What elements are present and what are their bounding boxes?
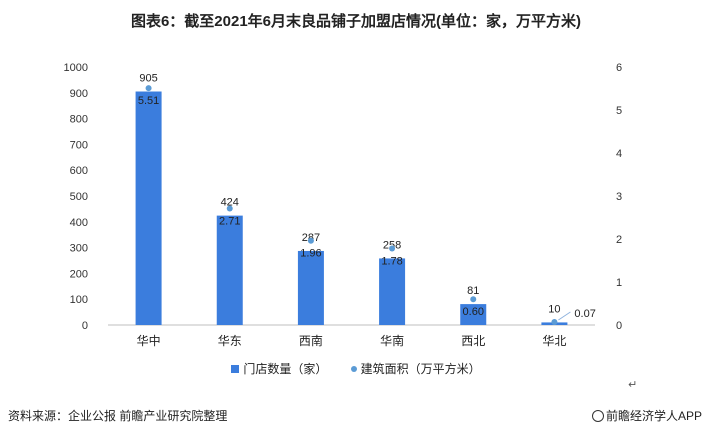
area-point-5	[551, 318, 558, 325]
return-mark: ↵	[628, 379, 638, 391]
bar-value-label: 10	[548, 303, 560, 315]
category-label: 华中	[137, 333, 161, 348]
left-tick-label: 1000	[64, 62, 88, 74]
legend-dot-swatch	[350, 366, 357, 372]
bar-value-label: 258	[383, 239, 401, 251]
bar-3	[379, 258, 406, 325]
bar-2	[297, 250, 324, 325]
bar-value-label: 424	[221, 197, 239, 209]
category-label: 华东	[218, 334, 242, 348]
source-note: 资料来源：企业公报 前瞻产业研究院整理	[8, 409, 228, 423]
left-tick-label: 200	[70, 268, 88, 280]
brand-footer: 前瞻经济学人APP	[591, 407, 702, 424]
x-tick-labels: 华中 华东 西南 华南 西北 华北	[137, 333, 567, 348]
area-point-0	[145, 85, 152, 92]
chart-title: 图表6：截至2021年6月末良品铺子加盟店情况(单位：家，万平方米)	[130, 13, 582, 30]
left-tick-label: 400	[70, 217, 88, 229]
leader-line	[558, 311, 571, 321]
area-point-4	[470, 296, 477, 303]
left-tick-label: 300	[70, 243, 88, 255]
left-y-axis: 0 100 200 300 400 500 600 700 800 900 1000	[64, 62, 88, 332]
right-tick-label: 3	[616, 191, 622, 203]
left-tick-label: 100	[70, 294, 88, 306]
area-value-label: 0.07	[574, 308, 595, 320]
bar-4	[460, 304, 487, 325]
legend-label-stores: 门店数量（家）	[243, 362, 328, 376]
legend-item-area: 建筑面积（万平方米）	[350, 360, 481, 377]
bar-0	[135, 91, 162, 325]
left-tick-label: 500	[70, 191, 88, 203]
area-point-1	[226, 205, 233, 212]
right-tick-label: 4	[616, 148, 622, 160]
category-label: 西北	[461, 334, 485, 348]
bar-value-label: 905	[139, 73, 157, 85]
area-value-label: 2.71	[219, 215, 240, 227]
area-value-label: 1.96	[300, 248, 321, 260]
right-tick-label: 2	[616, 234, 622, 246]
left-tick-label: 600	[70, 165, 88, 177]
area-value-label: 5.51	[138, 95, 159, 107]
right-tick-label: 1	[616, 277, 622, 289]
legend-bar-swatch	[231, 365, 240, 373]
area-value-label: 0.60	[463, 306, 484, 318]
left-tick-label: 700	[70, 139, 88, 151]
legend: 门店数量（家） 建筑面积（万平方米）	[0, 360, 712, 377]
left-tick-label: 900	[70, 88, 88, 100]
brand-logo-icon	[591, 410, 604, 422]
right-tick-label: 6	[616, 62, 622, 74]
area-point-2	[307, 237, 314, 244]
right-y-axis: 0 1 2 3 4 5 6	[616, 62, 622, 332]
area-point-3	[389, 245, 396, 252]
bar-1	[216, 215, 243, 325]
right-tick-label: 0	[616, 320, 622, 332]
legend-item-stores: 门店数量（家）	[231, 360, 327, 377]
area-value-label: 1.78	[381, 255, 402, 267]
bar-value-label: 81	[467, 285, 479, 297]
category-label: 西南	[299, 333, 323, 348]
left-tick-label: 0	[82, 320, 88, 332]
category-label: 华北	[542, 334, 566, 348]
left-tick-label: 800	[70, 114, 88, 126]
category-label: 华南	[380, 333, 404, 348]
legend-label-area: 建筑面积（万平方米）	[360, 362, 481, 376]
brand-name: 前瞻经济学人APP	[605, 409, 702, 423]
right-tick-label: 5	[616, 105, 622, 117]
